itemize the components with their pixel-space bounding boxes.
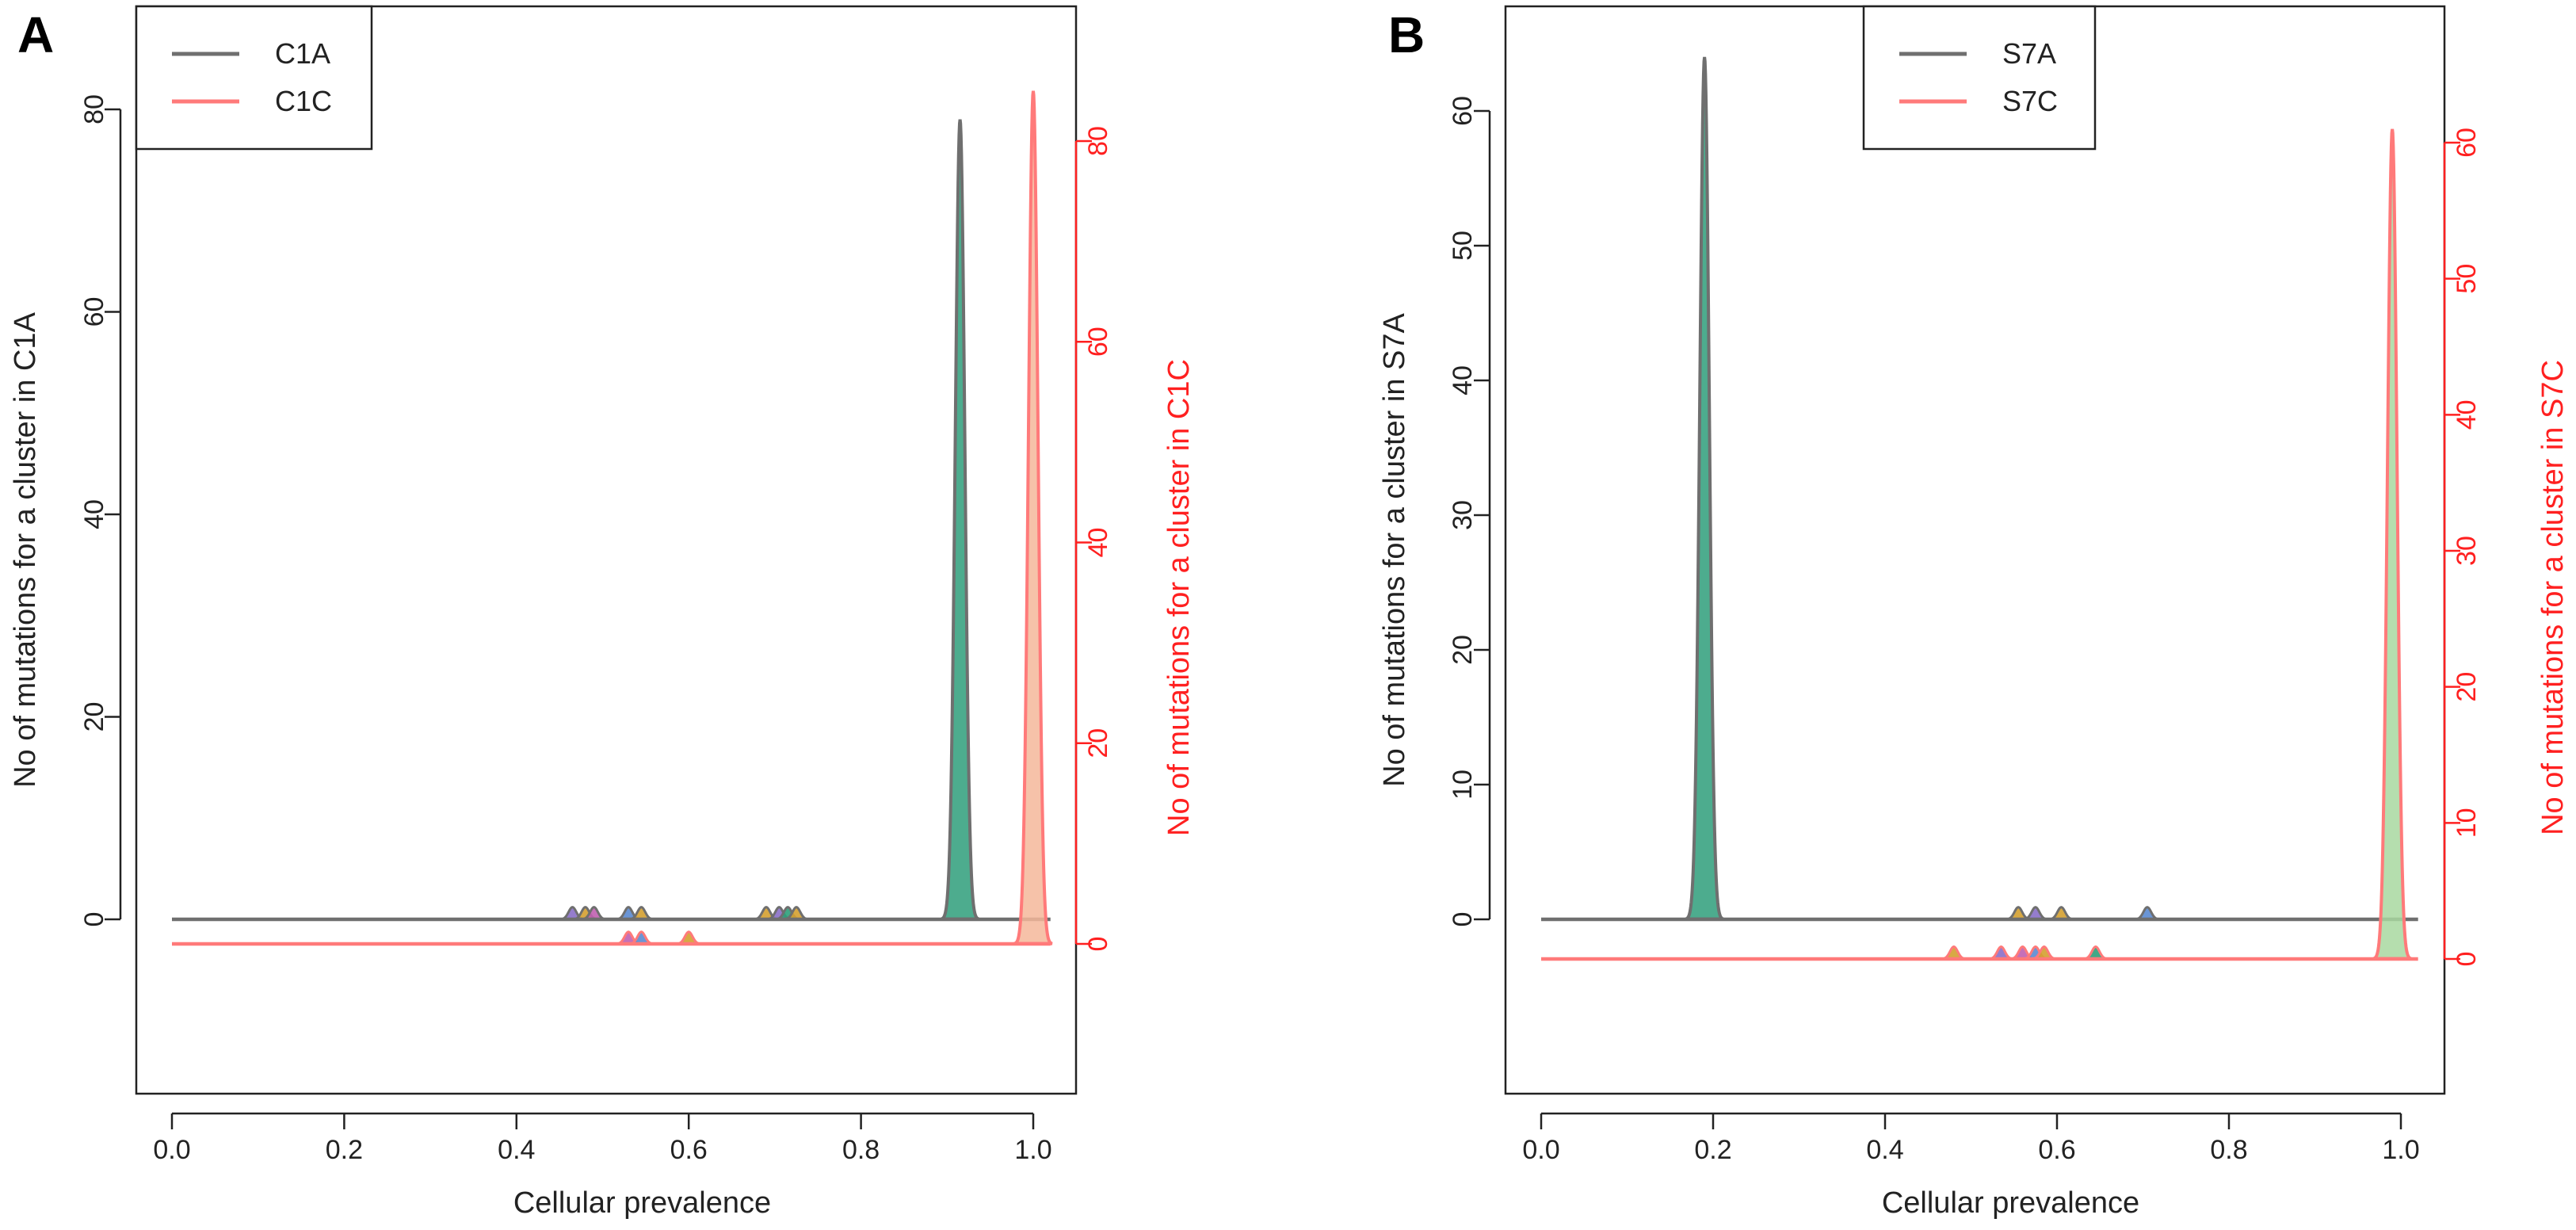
series-s7c-peak-0 <box>2372 128 2412 961</box>
series-s7c-peak-2 <box>1985 945 2017 961</box>
y-tick-label-right: 30 <box>2452 536 2482 566</box>
y-tick-label-left: 50 <box>1448 231 1478 261</box>
y-axis-right-title: No of mutations for a cluster in S7C <box>2536 360 2570 835</box>
series-c1a <box>172 119 1051 922</box>
x-tick-label: 0.0 <box>1522 1135 1559 1165</box>
series-c1a-peak-0 <box>941 119 980 921</box>
chart-panel-a: A 0.0 0.2 0.4 0.6 0.8 1.0 Cellular prevalence 0 2… <box>9 5 1196 1220</box>
series-c1c <box>172 90 1053 946</box>
y-axis-right: 0 20 40 60 80 No of mutations for a cluster i… <box>1074 126 1196 952</box>
plot-frame <box>135 5 1078 1095</box>
y-tick-label-left: 80 <box>79 94 109 124</box>
x-tick-label: 0.6 <box>2038 1135 2075 1165</box>
y-tick-label-left: 20 <box>79 702 109 732</box>
x-tick-label: 0.4 <box>498 1135 535 1165</box>
y-axis-left-title: No of mutations for a cluster in S7A <box>1378 312 1411 786</box>
x-tick-label: 0.0 <box>153 1135 190 1165</box>
series-s7a-peak-3 <box>2045 906 2077 921</box>
y-tick-label-right: 20 <box>1083 728 1113 758</box>
panel-letter: B <box>1388 6 1425 63</box>
y-axis-left: 0 10 20 30 40 50 60 No of mutations for a clust… <box>1378 96 1491 927</box>
y-tick-label-left: 60 <box>79 297 109 327</box>
x-tick-label: 0.8 <box>2210 1135 2247 1165</box>
x-tick-label: 0.2 <box>1694 1135 1731 1165</box>
series-s7c <box>1541 128 2418 961</box>
y-tick-label-right: 0 <box>2452 952 2482 967</box>
y-axis-left: 0 20 40 60 80 No of mutations for a cluster i… <box>9 94 122 927</box>
y-tick-label-right: 0 <box>1083 937 1113 952</box>
x-tick-label: 0.4 <box>1866 1135 1903 1165</box>
y-tick-label-right: 10 <box>2452 808 2482 838</box>
y-tick-label-right: 80 <box>1083 126 1113 156</box>
y-tick-label-right: 60 <box>2452 128 2482 158</box>
x-axis-title: Cellular prevalence <box>1882 1186 2139 1220</box>
series-s7c-peak-6 <box>2080 945 2112 961</box>
legend-label-s7a: S7A <box>2002 37 2056 70</box>
y-axis-right: 0 10 20 30 40 50 60 No of mutations for a clust… <box>2443 128 2570 967</box>
y-tick-label-left: 0 <box>79 912 109 927</box>
y-tick-label-left: 20 <box>1448 635 1478 665</box>
legend-box <box>135 5 373 151</box>
legend-label-c1c: C1C <box>275 85 332 117</box>
y-tick-label-right: 50 <box>2452 264 2482 294</box>
series-s7c-peak-1 <box>1938 945 1970 961</box>
x-axis: 0.0 0.2 0.4 0.6 0.8 1.0 Cellular prevalence <box>153 1112 1052 1220</box>
series-s7a-peak-0 <box>1685 56 1724 921</box>
y-tick-label-left: 40 <box>79 499 109 529</box>
x-axis: 0.0 0.2 0.4 0.6 0.8 1.0 Cellular prevalence <box>1522 1112 2420 1220</box>
x-tick-label: 0.8 <box>842 1135 880 1165</box>
series-c1c-peak-3 <box>673 930 704 945</box>
x-axis-title: Cellular prevalence <box>513 1186 771 1220</box>
y-tick-label-left: 40 <box>1448 365 1478 395</box>
panel-letter: A <box>17 6 54 63</box>
y-tick-label-left: 30 <box>1448 500 1478 530</box>
legend-label-c1a: C1A <box>275 37 330 70</box>
chart-panel-b: B 0.0 0.2 0.4 0.6 0.8 1.0 Cellular prevalence 0 1… <box>1378 5 2570 1220</box>
y-tick-label-left: 10 <box>1448 770 1478 800</box>
y-tick-label-left: 0 <box>1448 912 1478 927</box>
x-tick-label: 0.6 <box>670 1135 708 1165</box>
y-axis-left-title: No of mutations for a cluster in C1A <box>9 311 42 787</box>
x-tick-label: 0.2 <box>326 1135 363 1165</box>
y-tick-label-right: 40 <box>1083 528 1113 558</box>
x-tick-label: 1.0 <box>2382 1135 2419 1165</box>
plot-frame <box>1504 5 2446 1095</box>
y-tick-label-right: 60 <box>1083 327 1113 357</box>
series-s7a-peak-4 <box>2131 906 2163 921</box>
series-c1c-peak-0 <box>1013 90 1053 945</box>
y-axis-right-title: No of mutations for a cluster in C1C <box>1162 359 1196 836</box>
legend-label-s7c: S7C <box>2002 85 2058 117</box>
y-tick-label-right: 40 <box>2452 399 2482 430</box>
x-tick-label: 1.0 <box>1014 1135 1051 1165</box>
y-tick-label-right: 20 <box>2452 672 2482 702</box>
legend-box <box>1862 5 2097 151</box>
y-tick-label-left: 60 <box>1448 96 1478 126</box>
series-s7a <box>1541 56 2418 922</box>
